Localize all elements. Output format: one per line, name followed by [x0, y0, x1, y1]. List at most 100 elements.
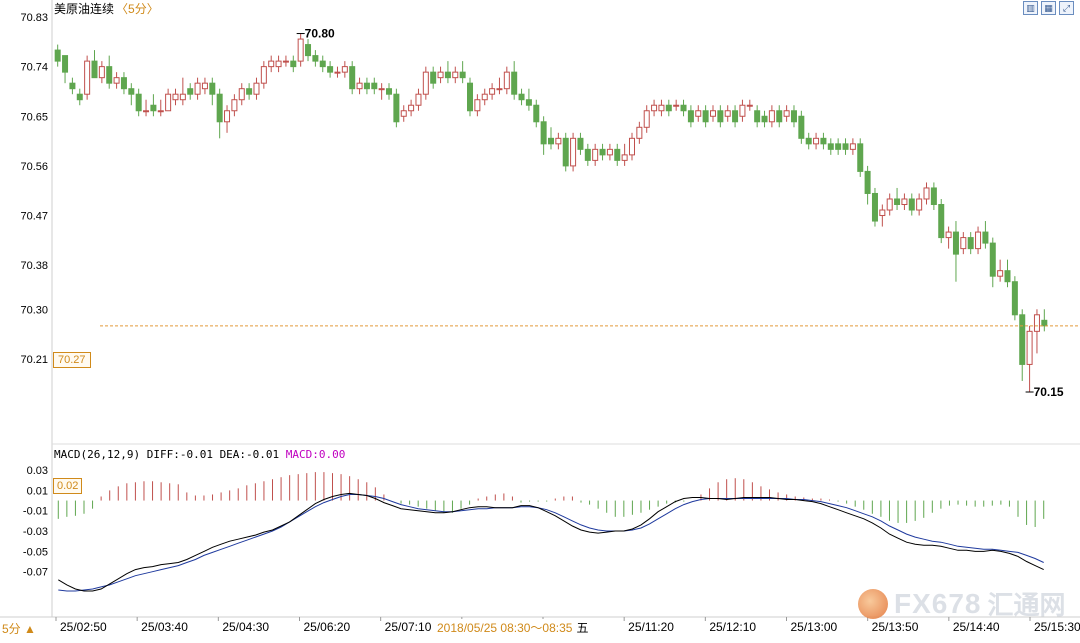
candle-body — [702, 110, 709, 123]
candle — [570, 132, 577, 172]
candle — [282, 55, 289, 67]
candle-body — [555, 137, 562, 145]
candle — [481, 88, 488, 106]
candle-body — [290, 60, 297, 68]
candle-body — [187, 88, 194, 95]
candle-body — [400, 110, 407, 117]
candle — [408, 99, 415, 117]
candle-body — [665, 104, 672, 112]
candle — [547, 127, 555, 150]
candle-body — [128, 88, 135, 95]
candle-body — [717, 110, 724, 123]
candle-body — [592, 148, 599, 161]
candle-body — [1026, 330, 1033, 365]
candle-body — [768, 110, 775, 123]
macd-y-tick: -0.03 — [23, 526, 48, 538]
chart-type-icon[interactable]: ▥ — [1023, 1, 1038, 15]
fullscreen-icon[interactable]: ⤢ — [1059, 1, 1074, 15]
dea-line — [58, 494, 1044, 592]
candle-body — [879, 209, 886, 217]
candle — [827, 138, 834, 155]
candle — [157, 99, 164, 117]
time-tick-label: 25/02:50 — [60, 620, 107, 634]
candle-body — [150, 104, 157, 112]
candle — [150, 94, 157, 117]
candle-body — [857, 143, 864, 172]
candle-body — [503, 71, 510, 90]
candle — [467, 77, 474, 117]
candle-body — [805, 137, 812, 145]
candle-body — [172, 93, 179, 101]
candle-body — [997, 270, 1004, 277]
candle-body — [643, 110, 650, 128]
candle-body — [975, 231, 982, 250]
candle-body — [790, 110, 797, 123]
candle — [386, 83, 393, 100]
candle-body — [511, 71, 518, 95]
candle — [62, 55, 69, 84]
candle — [179, 77, 186, 106]
candle — [393, 88, 400, 128]
price-y-tick: 70.21 — [20, 354, 48, 366]
candle — [592, 143, 599, 166]
candle — [864, 165, 871, 205]
candle — [658, 99, 665, 117]
candle-body — [709, 110, 716, 117]
candle-body — [349, 66, 356, 90]
candle — [69, 77, 76, 95]
candle — [754, 105, 761, 128]
candle — [717, 105, 724, 128]
candle — [312, 50, 319, 67]
candle — [798, 110, 805, 144]
candle-body — [732, 110, 739, 123]
candle — [930, 182, 937, 211]
candle — [260, 61, 267, 89]
candle — [334, 66, 341, 78]
candle — [349, 61, 356, 95]
candle — [820, 132, 827, 150]
candle — [525, 88, 532, 111]
candle — [518, 88, 525, 106]
candle — [651, 99, 658, 117]
candle-body — [930, 187, 937, 206]
candle — [474, 94, 481, 117]
candle — [835, 138, 842, 155]
period-tag[interactable]: 〈5分〉 — [116, 2, 159, 16]
candle — [415, 88, 422, 111]
candle-body — [952, 231, 959, 255]
candle-body — [113, 77, 120, 84]
candle-body — [628, 137, 635, 156]
candle — [952, 221, 959, 282]
candle-body — [651, 104, 658, 112]
candle — [216, 88, 223, 139]
candle-body — [746, 104, 753, 107]
candle — [489, 83, 496, 100]
candle — [356, 77, 363, 95]
candle-body — [363, 82, 370, 90]
candle — [901, 193, 908, 211]
watermark-cn: 汇通网 — [987, 590, 1066, 620]
candle — [975, 226, 982, 255]
candle — [172, 88, 179, 106]
candle-body — [378, 88, 385, 91]
candle-body — [938, 204, 945, 239]
candle-body — [319, 60, 326, 68]
candle-body — [916, 198, 923, 211]
candle-body — [798, 115, 805, 139]
max-label: 70.80 — [305, 27, 335, 41]
candle — [143, 99, 150, 117]
candle-body — [459, 71, 466, 79]
period-selector[interactable]: 5分 ▲ — [2, 622, 36, 636]
candle-body — [430, 71, 437, 84]
candle-body — [908, 198, 915, 211]
indicator-icon[interactable]: ▦ — [1041, 1, 1056, 15]
candle-body — [680, 104, 687, 112]
toolbar: ▥ ▦ ⤢ — [1023, 1, 1074, 15]
candle-body — [989, 242, 996, 277]
candle — [768, 105, 775, 128]
candle-body — [489, 88, 496, 95]
watermark: FX678 汇通网 — [858, 585, 1066, 622]
candle-body — [371, 82, 378, 90]
